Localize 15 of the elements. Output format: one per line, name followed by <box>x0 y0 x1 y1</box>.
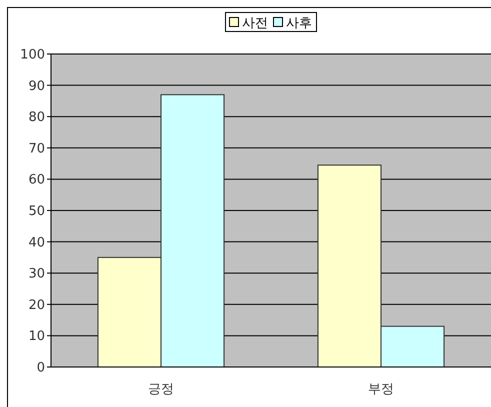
y-tick-label: 20 <box>28 298 45 313</box>
y-tick-label: 0 <box>36 360 45 376</box>
x-tick-label: 부정 <box>368 382 394 397</box>
x-tick-label: 긍정 <box>148 382 174 397</box>
y-tick-label: 30 <box>28 266 45 282</box>
y-tick-label: 60 <box>28 172 45 188</box>
y-tick-label: 10 <box>28 329 45 344</box>
y-tick-label: 40 <box>28 235 45 250</box>
y-tick-label: 90 <box>28 78 45 94</box>
y-tick-label: 100 <box>20 48 45 62</box>
y-tick-label: 80 <box>28 110 45 126</box>
legend-label: 사후 <box>286 16 312 31</box>
legend-label: 사전 <box>242 16 268 31</box>
y-tick-label: 50 <box>28 204 45 219</box>
y-tick-label: 70 <box>28 141 45 156</box>
